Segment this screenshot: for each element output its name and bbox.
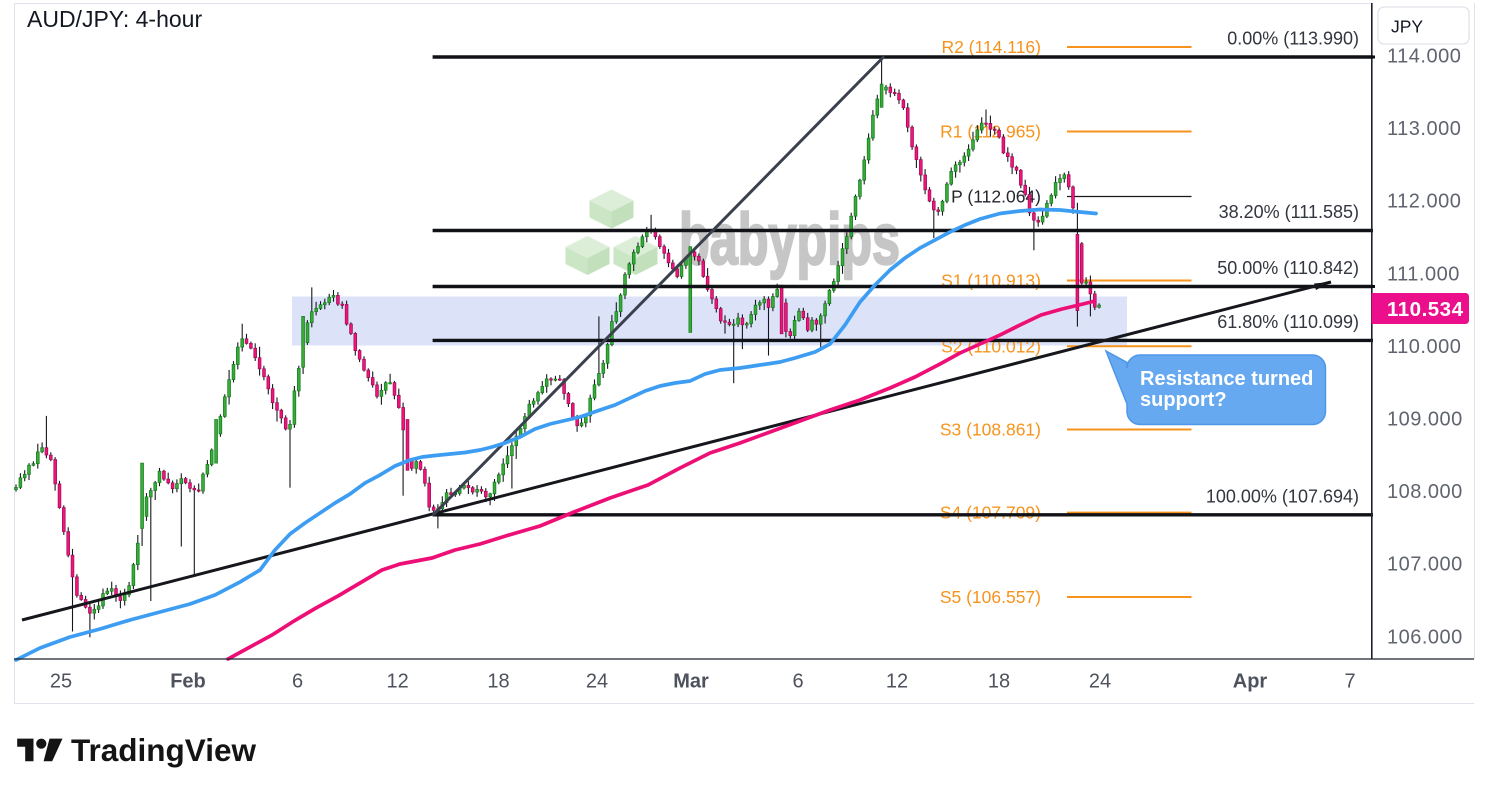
svg-text:Feb: Feb	[170, 671, 206, 693]
svg-text:7: 7	[1344, 671, 1355, 693]
svg-text:113.000: 113.000	[1387, 118, 1461, 140]
svg-text:50.00% (110.842): 50.00% (110.842)	[1217, 258, 1359, 278]
svg-text:111.000: 111.000	[1387, 263, 1460, 285]
svg-text:S3 (108.861): S3 (108.861)	[940, 420, 1041, 440]
svg-text:18: 18	[988, 671, 1010, 693]
svg-text:12: 12	[386, 671, 408, 693]
svg-text:AUD/JPY: 4-hour: AUD/JPY: 4-hour	[27, 6, 202, 32]
svg-text:Mar: Mar	[673, 671, 709, 693]
svg-text:babypips: babypips	[679, 200, 900, 280]
svg-text:38.20% (111.585): 38.20% (111.585)	[1219, 202, 1359, 222]
svg-text:6: 6	[292, 671, 303, 693]
svg-text:24: 24	[1089, 671, 1111, 693]
svg-text:110.534: 110.534	[1387, 298, 1464, 321]
svg-text:107.000: 107.000	[1387, 554, 1463, 576]
svg-text:TradingView: TradingView	[71, 732, 256, 768]
svg-text:JPY: JPY	[1391, 17, 1423, 37]
svg-text:100.00% (107.694): 100.00% (107.694)	[1206, 486, 1359, 506]
svg-text:Apr: Apr	[1233, 671, 1268, 693]
svg-text:108.000: 108.000	[1387, 481, 1463, 503]
svg-text:24: 24	[586, 671, 608, 693]
svg-text:6: 6	[792, 671, 803, 693]
svg-text:0.00% (113.990): 0.00% (113.990)	[1227, 29, 1359, 49]
svg-text:support?: support?	[1140, 389, 1227, 411]
svg-text:109.000: 109.000	[1387, 409, 1463, 431]
svg-text:110.000: 110.000	[1387, 336, 1461, 358]
svg-text:114.000: 114.000	[1387, 46, 1461, 68]
svg-text:S5 (106.557): S5 (106.557)	[940, 587, 1041, 607]
svg-text:S4 (107.709): S4 (107.709)	[940, 503, 1041, 523]
svg-text:R2 (114.116): R2 (114.116)	[941, 37, 1041, 57]
svg-text:12: 12	[886, 671, 908, 693]
svg-text:18: 18	[487, 671, 509, 693]
svg-text:P (112.064): P (112.064)	[951, 187, 1041, 207]
svg-text:106.000: 106.000	[1387, 626, 1463, 648]
svg-text:61.80% (110.099): 61.80% (110.099)	[1217, 312, 1359, 332]
svg-text:Resistance turned: Resistance turned	[1140, 368, 1313, 390]
svg-text:25: 25	[50, 671, 72, 693]
svg-text:112.000: 112.000	[1387, 191, 1461, 213]
